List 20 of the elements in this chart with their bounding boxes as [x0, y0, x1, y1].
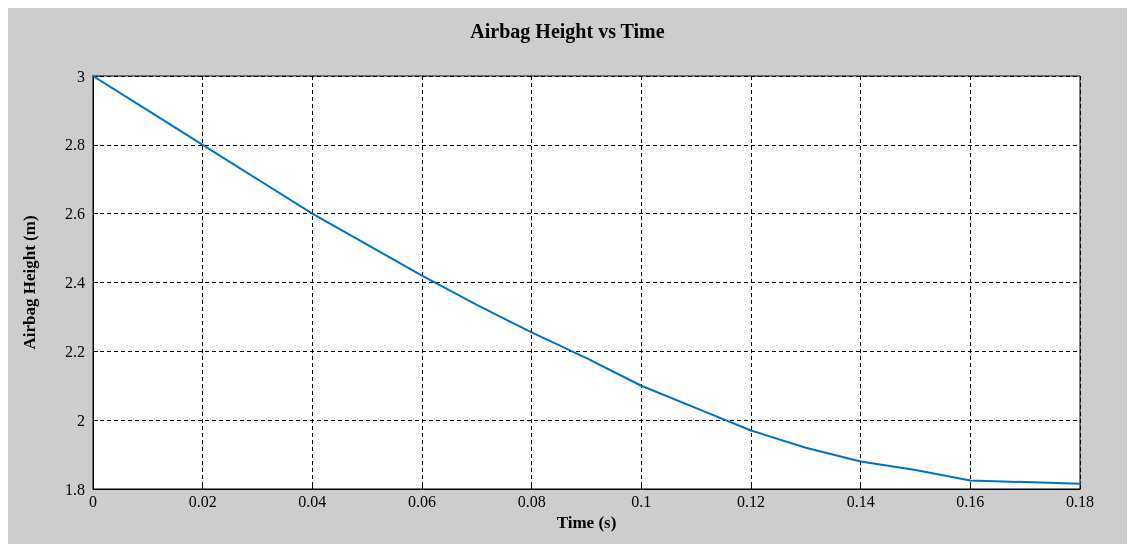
- x-axis-title: Time (s): [556, 512, 617, 532]
- x-tick-label: 0.12: [737, 492, 765, 510]
- x-tick-label: 0.06: [408, 492, 436, 510]
- x-tick-label: 0.02: [188, 492, 217, 510]
- x-tick-label: 0.1: [631, 492, 652, 510]
- x-tick-label: 0.14: [846, 492, 875, 510]
- x-tick-label: 0.08: [517, 492, 546, 510]
- y-tick-label: 1.8: [65, 480, 85, 498]
- y-tick-label: 2.2: [65, 342, 85, 360]
- x-tick-label: 0: [89, 492, 97, 510]
- y-tick-label: 2.4: [65, 274, 85, 291]
- chart-title: Airbag Height vs Time: [470, 20, 665, 43]
- y-tick-label: 3: [77, 67, 85, 85]
- x-tick-label: 0.04: [298, 492, 327, 510]
- x-tick-label: 0.16: [956, 492, 985, 510]
- y-tick-label: 2: [77, 411, 85, 429]
- y-axis-title: Airbag Height (m): [20, 215, 39, 350]
- y-tick-label: 2.6: [65, 205, 85, 223]
- x-tick-label: 0.18: [1066, 492, 1094, 510]
- y-tick-label: 2.8: [65, 136, 85, 154]
